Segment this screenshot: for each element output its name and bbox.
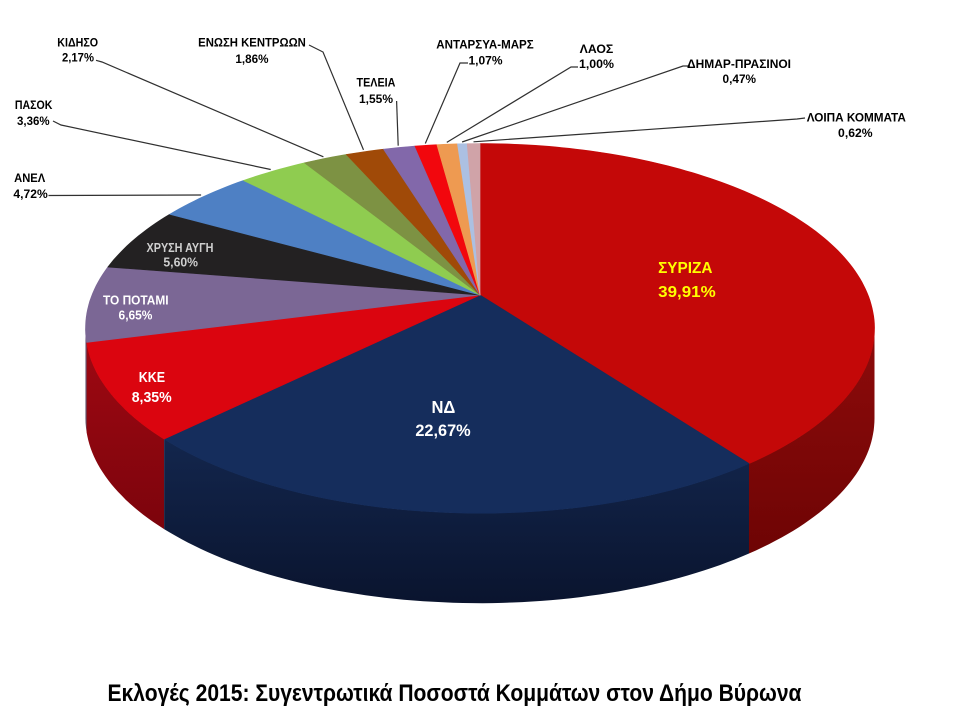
svg-text:ΑΝΤΑΡΣΥΑ-ΜΑΡΣ: ΑΝΤΑΡΣΥΑ-ΜΑΡΣ [436,40,533,52]
svg-text:ΤΟ ΠΟΤΑΜΙ: ΤΟ ΠΟΤΑΜΙ [103,294,169,308]
svg-text:1,55%: 1,55% [359,94,393,106]
svg-text:0,62%: 0,62% [838,128,873,140]
svg-text:ΛΑΟΣ: ΛΑΟΣ [580,44,614,56]
svg-text:1,86%: 1,86% [235,54,268,66]
svg-text:ΔΗΜΑΡ-ΠΡΑΣΙΝΟΙ: ΔΗΜΑΡ-ΠΡΑΣΙΝΟΙ [687,59,791,71]
svg-text:2,17%: 2,17% [62,53,94,65]
svg-text:22,67%: 22,67% [415,421,470,440]
svg-text:3,36%: 3,36% [17,116,50,128]
svg-text:ΤΕΛΕΙΑ: ΤΕΛΕΙΑ [357,78,396,90]
svg-text:5,60%: 5,60% [163,256,198,270]
svg-text:4,72%: 4,72% [13,189,47,201]
svg-text:6,65%: 6,65% [119,309,153,323]
svg-text:ΧΡΥΣΗ ΑΥΓΗ: ΧΡΥΣΗ ΑΥΓΗ [147,241,214,255]
svg-text:ΝΔ: ΝΔ [431,397,455,417]
svg-text:0,47%: 0,47% [723,74,757,86]
svg-text:ΠΑΣΟΚ: ΠΑΣΟΚ [15,100,53,112]
svg-text:39,91%: 39,91% [658,284,716,301]
svg-text:8,35%: 8,35% [132,389,172,406]
svg-text:ΣΥΡΙΖΑ: ΣΥΡΙΖΑ [658,260,712,277]
svg-text:Εκλογές 2015: Συγεντρωτικά Ποσ: Εκλογές 2015: Συγεντρωτικά Ποσοστά Κομμά… [108,680,802,707]
svg-text:ΚΚΕ: ΚΚΕ [139,369,165,386]
svg-text:1,00%: 1,00% [579,59,614,71]
svg-text:1,07%: 1,07% [469,56,503,68]
svg-text:ΑΝΕΛ: ΑΝΕΛ [14,173,45,185]
svg-text:ΛΟΙΠΑ ΚΟΜΜΑΤΑ: ΛΟΙΠΑ ΚΟΜΜΑΤΑ [807,112,906,124]
svg-text:ΚΙΔΗΣΟ: ΚΙΔΗΣΟ [57,37,98,49]
svg-text:ΕΝΩΣΗ ΚΕΝΤΡΩΩΝ: ΕΝΩΣΗ ΚΕΝΤΡΩΩΝ [198,38,306,50]
